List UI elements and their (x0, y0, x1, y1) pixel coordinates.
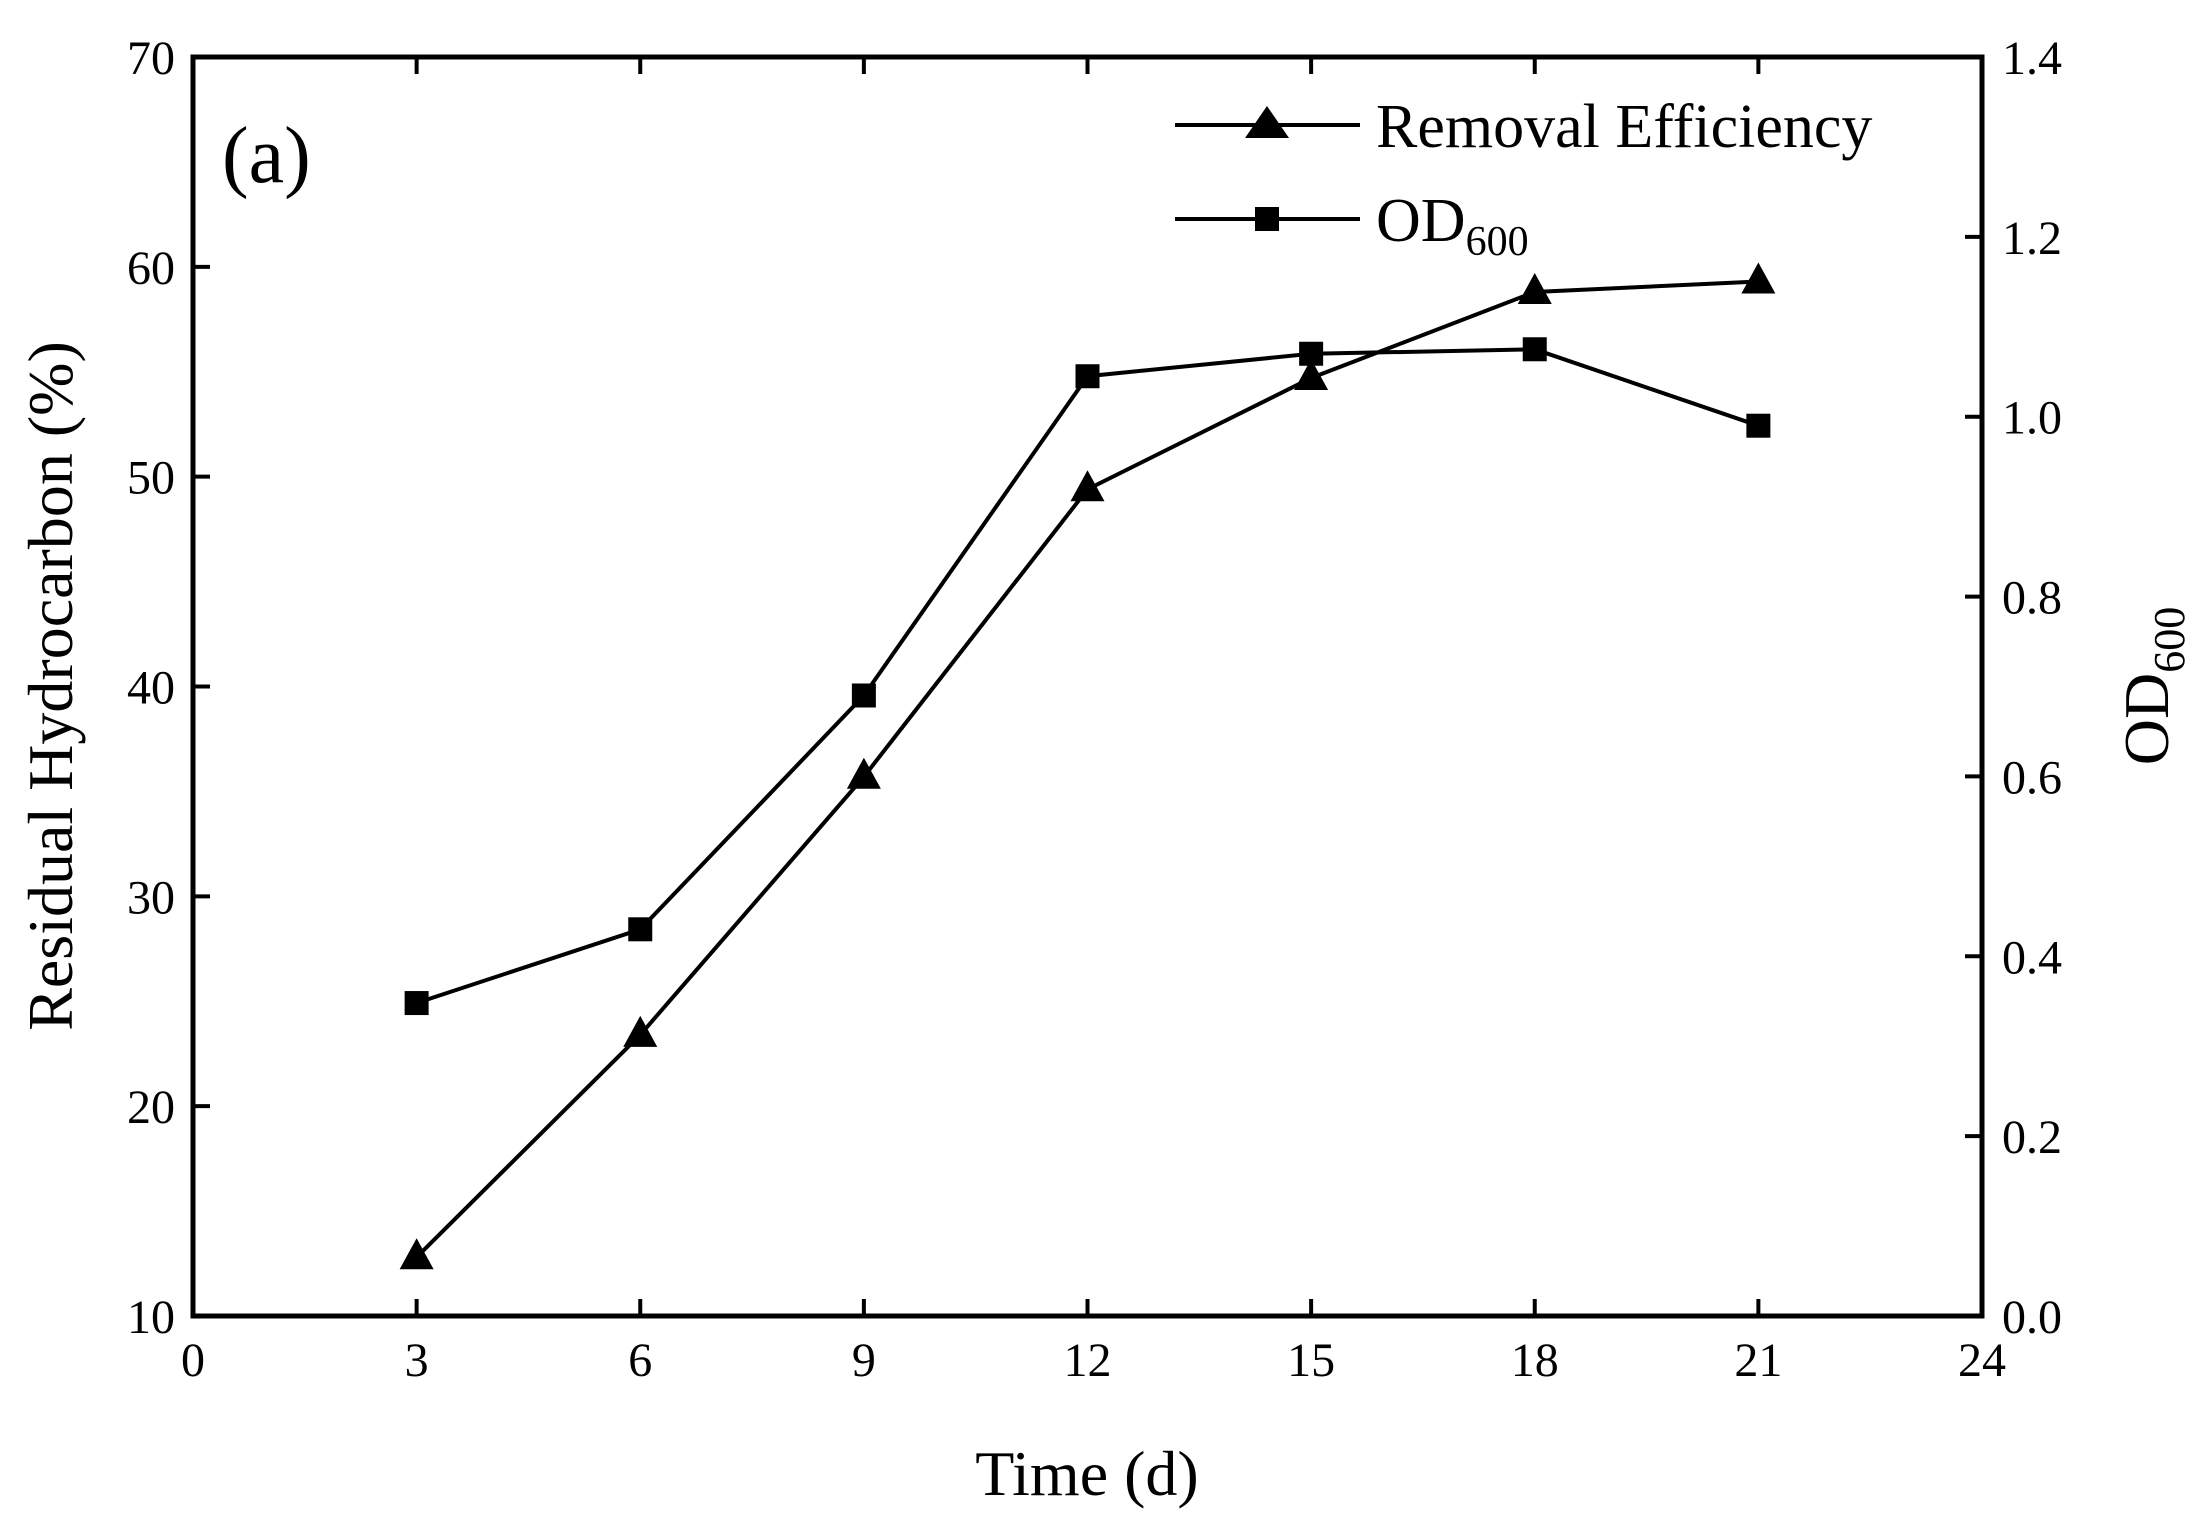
y-tick-label: 20 (127, 1081, 175, 1134)
data-point-removal-efficiency (846, 757, 881, 789)
x-tick-label: 3 (405, 1334, 429, 1387)
legend-marker-triangle (1245, 106, 1289, 138)
y-tick-label: 70 (127, 32, 175, 85)
x-tick-label: 21 (1734, 1334, 1782, 1387)
x-tick-label: 15 (1287, 1334, 1335, 1387)
y2-axis-title: OD600 (2111, 607, 2194, 765)
legend-marker-square (1255, 207, 1279, 231)
series-line-od600 (415, 347, 1760, 1005)
series-line-removal-efficiency (415, 279, 1759, 1259)
series (399, 262, 1776, 1270)
data-point-od600 (1522, 337, 1547, 362)
data-point-od600 (404, 991, 429, 1016)
data-point-od600 (628, 917, 653, 942)
y2-tick-label: 1.2 (2002, 212, 2062, 265)
legend-od-base: OD (1376, 187, 1466, 255)
y2-tick-label: 0.6 (2002, 751, 2062, 804)
y-tick-label: 30 (127, 871, 175, 924)
y2-tick-label: 1.4 (2002, 32, 2062, 85)
data-point-od600 (1299, 341, 1324, 366)
y-tick-label: 60 (127, 242, 175, 295)
x-tick-label: 0 (181, 1334, 205, 1387)
plot-frame (190, 54, 1985, 1319)
y2-title-sub: 600 (2145, 607, 2194, 673)
x-tick-label: 24 (1958, 1334, 2006, 1387)
data-point-od600 (851, 683, 876, 708)
legend-item-removal-efficiency: Removal Efficiency (1175, 93, 1872, 161)
y2-tick-label: 0.8 (2002, 572, 2062, 625)
y2-tick-label: 0.2 (2002, 1111, 2062, 1164)
data-point-removal-efficiency (1741, 262, 1776, 294)
y2-tick-label: 0.0 (2002, 1291, 2062, 1344)
data-point-removal-efficiency (1070, 470, 1105, 502)
y2-tick-label: 0.4 (2002, 931, 2062, 984)
x-tick-label: 12 (1064, 1334, 1112, 1387)
y-tick-label: 50 (127, 452, 175, 505)
data-point-removal-efficiency (1517, 273, 1552, 305)
legend-label-removal-efficiency: Removal Efficiency (1376, 93, 1872, 161)
data-point-removal-efficiency (399, 1238, 434, 1270)
y2-title-base: OD (2111, 673, 2182, 765)
legend-label-od600: OD600 (1376, 187, 1529, 265)
x-axis-title: Time (d) (975, 1438, 1198, 1509)
x-tick-label: 6 (628, 1334, 652, 1387)
y-tick-label: 10 (127, 1291, 175, 1344)
y-axis-title: Residual Hydrocarbon (%) (15, 341, 86, 1031)
data-point-removal-efficiency (1294, 359, 1329, 391)
legend-od-sub: 600 (1466, 219, 1529, 265)
x-tick-label: 18 (1511, 1334, 1559, 1387)
legend-item-od600: OD600 (1175, 187, 1529, 265)
data-point-removal-efficiency (623, 1015, 658, 1047)
data-point-od600 (1075, 364, 1100, 389)
panel-label: (a) (222, 112, 311, 200)
legend: Removal Efficiency OD600 (1175, 93, 1872, 265)
x-tick-label: 9 (852, 1334, 876, 1387)
y-tick-label: 40 (127, 662, 175, 715)
ticks (191, 55, 1984, 1318)
y2-tick-label: 1.0 (2002, 392, 2062, 445)
data-point-od600 (1746, 413, 1771, 438)
tick-labels: 0 3 6 9 12 15 18 21 24 10 20 30 40 50 60 70 0.0 0.2 0.4 0.6… (127, 32, 2062, 1387)
